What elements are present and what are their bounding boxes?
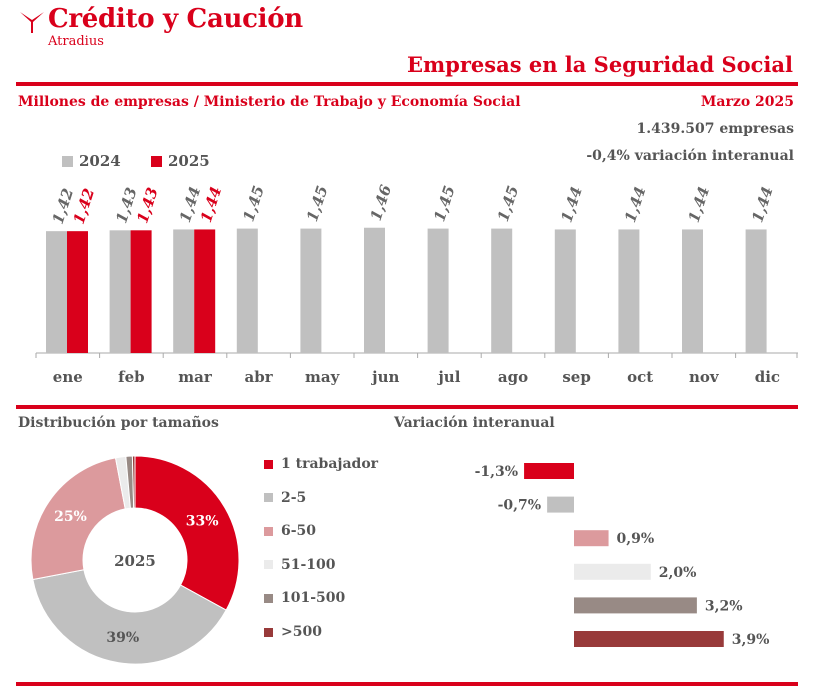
bar-2025-ene [67,231,88,353]
size-legend-label: 101-500 [281,590,346,607]
variation-bar-3 [574,563,651,580]
label-2024-jul: 1,45 [430,184,458,224]
month-label-feb: feb [118,368,144,386]
size-legend-swatch [264,459,273,469]
variation-label-3: 2,0% [659,565,697,581]
bar-2024-oct [618,229,640,353]
bar-2024-feb [109,230,131,353]
donut-label-1: 39% [106,630,139,646]
variation-bar-2 [574,530,609,547]
total-companies: 1.439.507 empresas [636,121,794,137]
size-distribution-donut: 33% 39% 25% 2025 [30,455,240,665]
size-legend-item: 101-500 [264,590,345,606]
footer-divider [16,682,798,686]
bar-2024-dic [745,229,767,353]
size-legend-swatch [264,493,273,503]
variation-label-1: -0,7% [498,498,541,514]
month-label-may: may [305,368,341,386]
label-2024-nov: 1,44 [685,184,713,224]
variation-bar-0 [524,463,574,479]
brand-name: Crédito y Caución [48,4,303,34]
label-2024-may: 1,45 [303,184,331,224]
donut-label-2: 25% [54,509,87,525]
monthly-bar-chart: 1,421,42ene1,431,43feb1,441,44mar1,45abr… [35,182,798,386]
report-period: Marzo 2025 [700,94,794,110]
size-legend-label: 6-50 [281,523,317,540]
size-legend-label: 51-100 [281,556,336,573]
month-label-mar: mar [178,368,213,386]
variation-label-4: 3,2% [705,598,743,614]
size-legend-item: >500 [264,624,322,640]
variation-bar-chart: -1,3% -0,7% 0,9% 2,0% 3,2% 3,9% [475,463,770,648]
month-label-nov: nov [689,368,720,386]
size-legend-label: 2-5 [281,489,307,506]
variation-label-2: 0,9% [617,531,655,547]
bar-2024-may [300,228,322,353]
bar-2024-ago [491,228,513,353]
size-legend-swatch [264,627,273,637]
legend-swatch-2024 [62,155,73,167]
legend-2025: 2025 [151,152,210,170]
donut-center-label: 2025 [114,552,156,570]
month-label-ago: ago [498,368,528,386]
size-legend-item: 2-5 [264,490,306,506]
variation-bar-1 [547,496,574,513]
variation-label-0: -1,3% [475,464,518,480]
variation-bar-5 [574,631,724,647]
month-label-sep: sep [562,368,590,386]
report-title: Empresas en la Seguridad Social [406,52,793,77]
size-legend-item: 51-100 [264,557,336,573]
donut-slice-2 [30,457,126,581]
variation-title: Variación interanual [394,415,555,431]
label-2024-dic: 1,44 [748,184,776,224]
legend-label-2025: 2025 [168,152,210,170]
legend-swatch-2025 [151,155,162,167]
size-legend-label: >500 [281,624,322,640]
donut-label-0: 33% [186,513,219,529]
bar-2024-sep [554,229,576,353]
size-legend-swatch [264,593,273,603]
bar-2024-mar [173,229,195,353]
chart-subtitle: Millones de empresas / Ministerio de Tra… [18,94,521,110]
label-2024-abr: 1,45 [239,184,267,224]
size-legend-item: 1 trabajador [264,456,378,472]
yearly-variation: -0,4% variación interanual [586,148,794,164]
month-label-jul: jul [436,368,460,386]
donut-slice-0 [134,455,240,611]
brand-logo-icon [20,12,44,33]
legend-2024: 2024 [62,152,121,170]
month-label-dic: dic [755,368,780,386]
bar-2024-ene [46,231,67,353]
month-label-ene: ene [53,368,83,386]
size-legend-swatch [264,526,273,536]
label-2024-sep: 1,44 [557,184,585,224]
brand-subname: Atradius [48,34,104,49]
size-legend-item: 6-50 [264,523,316,539]
header-divider [16,82,798,86]
month-label-oct: oct [627,368,653,386]
distribution-title: Distribución por tamaños [18,415,219,431]
bar-2024-jun [364,227,385,353]
size-legend-label: 1 trabajador [281,456,379,472]
variation-label-5: 3,9% [732,632,770,648]
month-label-abr: abr [245,368,274,386]
donut-slice-5 [131,455,136,509]
legend-label-2024: 2024 [79,152,121,170]
section-divider [16,405,798,409]
donut-slice-1 [32,569,227,665]
label-2024-ago: 1,45 [494,184,522,224]
bar-2024-nov [682,229,703,353]
label-2024-jun: 1,46 [367,182,396,223]
variation-bar-4 [574,597,697,614]
bar-2025-feb [130,230,152,353]
bar-2025-mar [194,229,216,353]
label-2024-oct: 1,44 [621,184,649,224]
month-label-jun: jun [370,368,399,386]
bar-2024-jul [427,228,449,353]
bar-2024-abr [236,228,258,353]
size-legend-swatch [264,560,273,570]
